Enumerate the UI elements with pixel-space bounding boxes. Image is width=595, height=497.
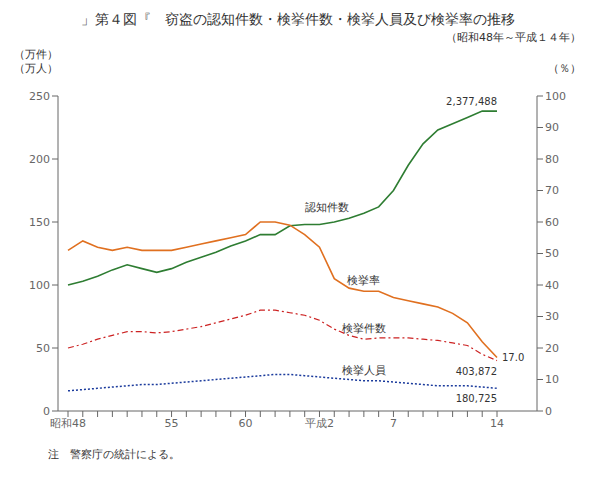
svg-text:検挙率: 検挙率	[347, 274, 380, 287]
svg-text:2,377,488: 2,377,488	[446, 96, 497, 107]
html-text:注 警察庁の統計による。: 注 警察庁の統計による。	[48, 448, 180, 461]
svg-text:7: 7	[390, 417, 397, 430]
svg-text:200: 200	[29, 153, 50, 166]
svg-text:80: 80	[545, 153, 559, 166]
svg-text:150: 150	[29, 216, 50, 229]
html-text:」第４図『 窃盗の認知件数・検挙件数・検挙人員及び検挙率の推: 」第４図『 窃盗の認知件数・検挙件数・検挙人員及び検挙率の推移	[80, 11, 515, 27]
svg-text:14: 14	[490, 417, 504, 430]
svg-text:20: 20	[545, 342, 559, 355]
svg-text:100: 100	[29, 279, 50, 292]
svg-text:90: 90	[545, 121, 559, 134]
html-text:（万件）: （万件）	[14, 48, 58, 61]
svg-text:検挙件数: 検挙件数	[342, 322, 386, 335]
svg-text:0: 0	[545, 405, 552, 418]
svg-text:100: 100	[545, 90, 566, 103]
svg-text:180,725: 180,725	[456, 393, 497, 404]
svg-text:60: 60	[545, 216, 559, 229]
svg-text:平成2: 平成2	[305, 417, 334, 430]
svg-text:30: 30	[545, 310, 559, 323]
svg-text:403,872: 403,872	[456, 366, 497, 377]
svg-text:50: 50	[545, 247, 559, 260]
svg-text:昭和48: 昭和48	[50, 417, 86, 430]
svg-text:認知件数: 認知件数	[305, 201, 349, 214]
svg-text:50: 50	[36, 342, 50, 355]
svg-text:検挙人員: 検挙人員	[342, 364, 386, 377]
svg-text:0: 0	[43, 405, 50, 418]
svg-text:60: 60	[239, 417, 253, 430]
svg-text:10: 10	[545, 373, 559, 386]
svg-text:70: 70	[545, 184, 559, 197]
svg-text:17.0: 17.0	[502, 352, 524, 363]
svg-text:250: 250	[29, 90, 50, 103]
svg-text:40: 40	[545, 279, 559, 292]
html-text:（昭和48年～平成１４年）: （昭和48年～平成１４年）	[446, 31, 581, 44]
html-text:（万人）: （万人）	[14, 62, 58, 75]
svg-text:55: 55	[165, 417, 179, 430]
